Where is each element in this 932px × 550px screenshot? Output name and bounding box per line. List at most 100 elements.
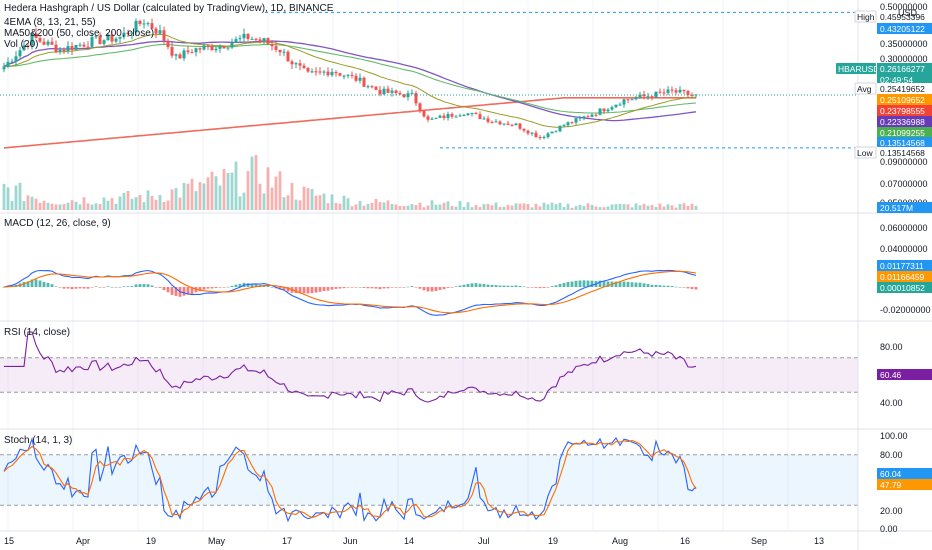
candle-body[interactable] [46, 41, 50, 45]
candle-body[interactable] [238, 38, 242, 40]
candle-body[interactable] [614, 104, 618, 108]
candle-body[interactable] [242, 33, 246, 39]
candle-body[interactable] [78, 44, 82, 46]
candle-body[interactable] [186, 50, 190, 53]
candle-body[interactable] [382, 88, 386, 95]
candle-body[interactable] [110, 34, 114, 42]
candle-body[interactable] [206, 45, 210, 47]
candle-body[interactable] [622, 99, 626, 105]
candle-body[interactable] [166, 40, 170, 48]
candle-body[interactable] [306, 67, 310, 72]
candle-body[interactable] [154, 28, 158, 34]
candle-body[interactable] [118, 36, 122, 39]
candle-body[interactable] [290, 61, 294, 65]
candle-body[interactable] [602, 108, 606, 112]
candle-body[interactable] [254, 38, 258, 40]
candle-body[interactable] [174, 54, 178, 56]
candle-body[interactable] [246, 33, 250, 39]
candle-body[interactable] [430, 118, 434, 120]
price-candles[interactable] [2, 18, 698, 140]
candle-body[interactable] [346, 74, 350, 76]
candle-body[interactable] [150, 23, 154, 29]
candle-body[interactable] [2, 66, 6, 70]
candle-body[interactable] [526, 130, 530, 134]
candle-body[interactable] [510, 124, 514, 126]
candle-body[interactable] [62, 49, 66, 52]
candle-body[interactable] [190, 52, 194, 54]
candle-body[interactable] [10, 61, 14, 63]
candle-body[interactable] [378, 89, 382, 95]
candle-body[interactable] [18, 50, 22, 57]
candle-body[interactable] [570, 122, 574, 124]
candle-body[interactable] [178, 54, 182, 59]
candle-body[interactable] [202, 45, 206, 50]
candle-body[interactable] [522, 128, 526, 131]
candle-body[interactable] [114, 38, 118, 42]
candle-body[interactable] [670, 89, 674, 91]
candle-body[interactable] [598, 108, 602, 115]
candle-body[interactable] [194, 48, 198, 53]
candle-body[interactable] [230, 42, 234, 48]
candle-body[interactable] [578, 117, 582, 119]
candle-body[interactable] [102, 40, 106, 44]
candle-body[interactable] [298, 63, 302, 66]
candle-body[interactable] [182, 50, 186, 59]
candle-body[interactable] [490, 121, 494, 123]
candle-body[interactable] [162, 30, 166, 41]
candle-body[interactable] [222, 46, 226, 49]
candle-body[interactable] [426, 116, 430, 120]
candle-body[interactable] [542, 136, 546, 138]
candle-body[interactable] [330, 72, 334, 76]
candle-body[interactable] [666, 89, 670, 93]
candle-body[interactable] [394, 90, 398, 94]
candle-body[interactable] [326, 71, 330, 76]
candle-body[interactable] [354, 75, 358, 81]
candle-body[interactable] [682, 89, 686, 92]
candle-body[interactable] [86, 46, 90, 48]
candle-body[interactable] [22, 45, 26, 51]
candle-body[interactable] [466, 113, 470, 116]
indicator-ema-label[interactable]: 4EMA (8, 13, 21, 55) [4, 17, 96, 28]
candle-body[interactable] [546, 133, 550, 137]
candle-body[interactable] [302, 65, 306, 68]
candle-body[interactable] [294, 63, 298, 65]
candle-body[interactable] [674, 90, 678, 93]
candle-body[interactable] [402, 94, 406, 98]
candle-body[interactable] [442, 115, 446, 119]
candle-body[interactable] [106, 34, 110, 41]
candle-body[interactable] [390, 90, 394, 93]
candle-body[interactable] [374, 86, 378, 90]
candle-body[interactable] [94, 36, 98, 38]
candle-body[interactable] [590, 114, 594, 117]
candle-body[interactable] [210, 45, 214, 51]
candle-body[interactable] [358, 77, 362, 81]
candle-body[interactable] [226, 47, 230, 49]
candle-body[interactable] [574, 118, 578, 123]
candle-body[interactable] [474, 113, 478, 115]
candle-body[interactable] [250, 38, 254, 40]
candle-body[interactable] [678, 89, 682, 93]
candle-body[interactable] [386, 88, 390, 93]
candle-body[interactable] [258, 39, 262, 41]
candle-body[interactable] [586, 116, 590, 118]
candle-body[interactable] [234, 39, 238, 43]
candle-body[interactable] [582, 116, 586, 118]
candle-body[interactable] [518, 123, 522, 129]
candle-body[interactable] [550, 131, 554, 134]
candle-body[interactable] [322, 71, 326, 73]
candle-body[interactable] [486, 118, 490, 122]
candle-body[interactable] [138, 20, 142, 24]
candle-body[interactable] [338, 73, 342, 76]
candle-body[interactable] [218, 46, 222, 49]
candle-body[interactable] [494, 121, 498, 123]
candle-body[interactable] [262, 38, 266, 41]
indicator-vol-label[interactable]: Vol (20) [4, 39, 39, 50]
candle-body[interactable] [142, 23, 146, 25]
candle-body[interactable] [606, 109, 610, 112]
candle-body[interactable] [482, 118, 486, 120]
candle-body[interactable] [642, 94, 646, 97]
candle-body[interactable] [662, 92, 666, 94]
candle-body[interactable] [506, 123, 510, 125]
stoch-title[interactable]: Stoch (14, 1, 3) [4, 435, 73, 446]
candle-body[interactable] [366, 86, 370, 88]
